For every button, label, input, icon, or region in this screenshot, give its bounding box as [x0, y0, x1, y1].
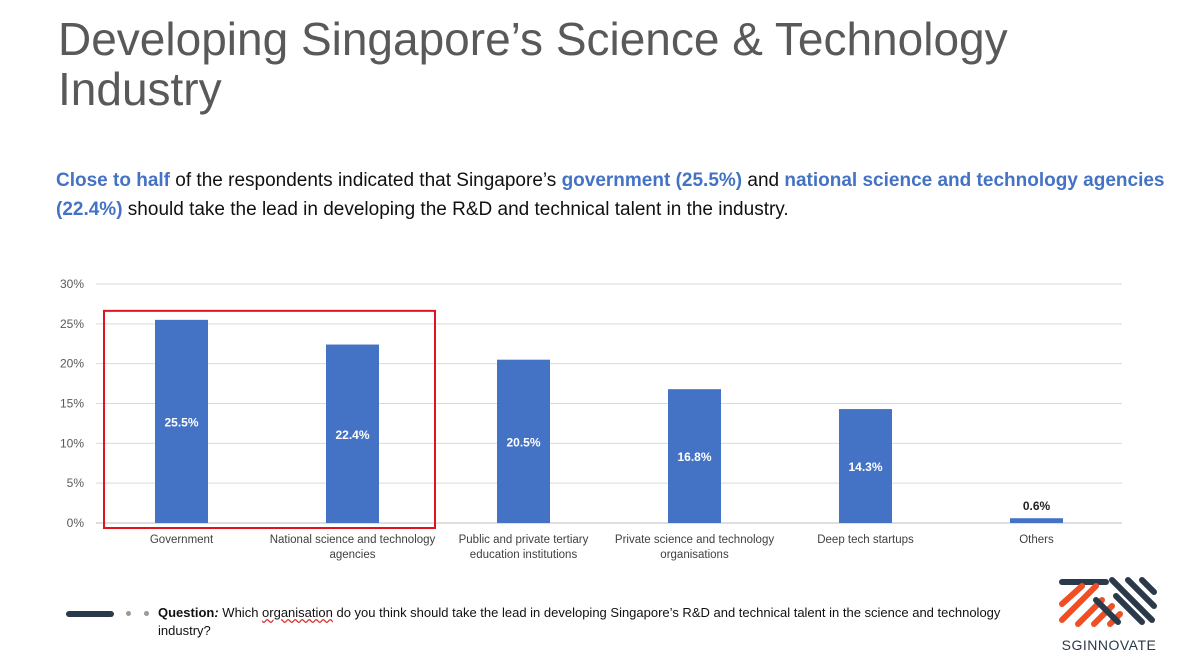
- y-tick-label: 15%: [60, 397, 84, 411]
- highlight-box: [103, 309, 436, 529]
- y-tick-label: 30%: [60, 277, 84, 291]
- bar: [668, 389, 721, 523]
- x-category-label: organisations: [660, 549, 729, 561]
- question-colon: :: [214, 605, 219, 620]
- summary-highlight-half: Close to half: [56, 170, 171, 191]
- x-category-label: education institutions: [470, 549, 578, 561]
- footer-dot-decoration: [126, 611, 131, 616]
- sginnovate-logo-text: SGINNOVATE: [1061, 637, 1157, 653]
- y-tick-label: 20%: [60, 357, 84, 371]
- bar-data-label: 25.5%: [164, 415, 198, 429]
- question-text-part: do you think should take the lead in dev…: [158, 605, 1001, 638]
- y-tick-label: 5%: [67, 476, 85, 490]
- bar-data-label: 14.3%: [848, 460, 882, 474]
- bar-chart: 0% 5% 10% 15% 20% 25% 30% 25.5% Government 22.4% N…: [60, 277, 1122, 561]
- question-text-part: Which: [218, 605, 263, 620]
- question-footnote: Question: Which organisation do you thin…: [158, 604, 1018, 640]
- x-category-label: Government: [150, 534, 214, 546]
- bar: [326, 344, 379, 523]
- y-tick-label: 0%: [67, 516, 85, 530]
- bar-data-label: 0.6%: [1023, 499, 1051, 513]
- bar: [839, 409, 892, 523]
- x-category-label: Private science and technology: [615, 534, 774, 546]
- x-category-label: Public and private tertiary: [459, 534, 589, 546]
- summary-text: Close to half of the respondents indicat…: [56, 166, 1166, 224]
- y-tick-label: 10%: [60, 436, 84, 450]
- footer-dot-decoration: [144, 611, 149, 616]
- bar: [155, 319, 208, 523]
- bar-data-label: 22.4%: [335, 428, 369, 442]
- summary-text-part: and: [742, 170, 785, 191]
- x-category-label: agencies: [329, 549, 375, 561]
- footer-dash-decoration: [66, 611, 114, 617]
- bar-data-label: 20.5%: [506, 435, 540, 449]
- summary-highlight-government: government (25.5%): [561, 170, 743, 191]
- bar: [497, 359, 550, 523]
- summary-highlight-agencies: national science and technology agencies…: [56, 170, 1165, 220]
- summary-text-part: should take the lead in developing the R…: [122, 199, 789, 220]
- bar: [1010, 518, 1063, 523]
- question-label: Question: [158, 605, 215, 620]
- x-category-label: Deep tech startups: [817, 534, 914, 546]
- sginnovate-logo-icon: [1059, 577, 1157, 627]
- summary-text-part: of the respondents indicated that Singap…: [170, 170, 562, 191]
- x-category-label: National science and technology: [270, 534, 436, 546]
- y-tick-label: 25%: [60, 317, 84, 331]
- question-text-part: organisation: [262, 605, 333, 620]
- x-category-label: Others: [1019, 534, 1054, 546]
- bar-data-label: 16.8%: [677, 450, 711, 464]
- slide-title: Developing Singapore’s Science & Technol…: [58, 13, 1008, 115]
